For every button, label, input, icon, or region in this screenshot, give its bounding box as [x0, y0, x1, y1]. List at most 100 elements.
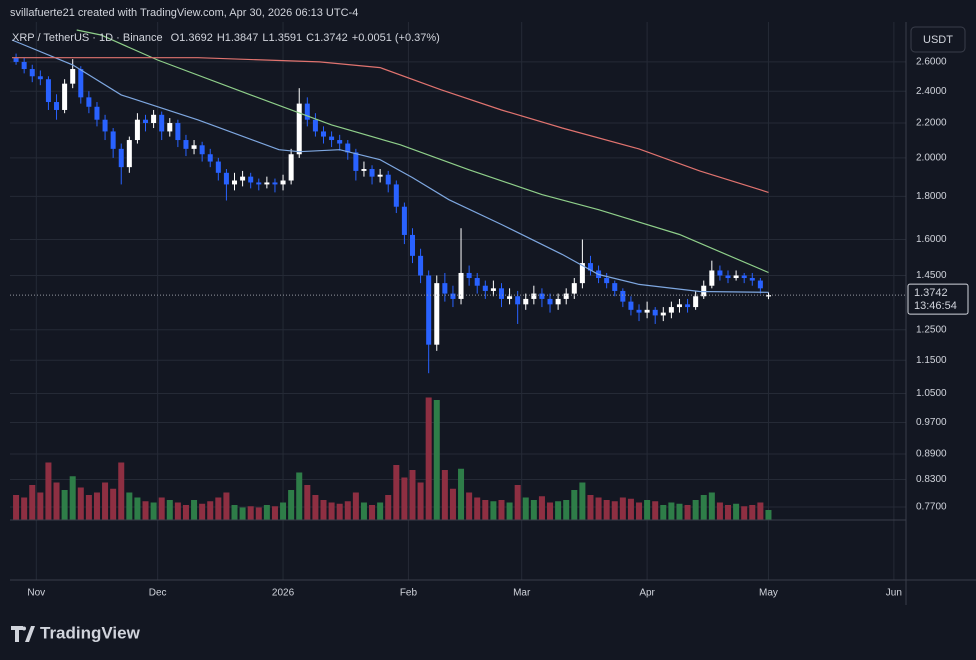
candle-body	[757, 280, 763, 289]
candle-body	[70, 69, 76, 84]
candle-body	[353, 152, 359, 171]
volume-bar	[644, 500, 651, 520]
candle-body	[749, 278, 755, 281]
candle-body	[523, 298, 529, 305]
candle-body	[717, 270, 723, 276]
candle-body	[312, 119, 318, 132]
candle-body	[215, 161, 221, 173]
volume-bar	[733, 503, 740, 520]
y-tick-label: 1.1500	[916, 355, 947, 366]
candle-body	[223, 172, 229, 185]
volume-bar	[458, 468, 465, 520]
candle-body	[29, 69, 35, 77]
candle-body	[159, 114, 165, 132]
candle-body	[636, 309, 642, 313]
candle-body	[733, 275, 739, 279]
y-tick-label: 0.9700	[916, 417, 947, 428]
volume-bar	[215, 497, 222, 520]
volume-bar	[134, 497, 141, 520]
volume-bar	[660, 505, 667, 520]
candle-body	[434, 283, 440, 345]
volume-bar	[587, 495, 594, 520]
volume-bar	[239, 507, 246, 520]
volume-bar	[749, 505, 756, 520]
volume-bar	[522, 497, 529, 520]
last-price-label: 1.3742	[914, 287, 948, 299]
logo-mark	[11, 626, 35, 642]
candle-body	[539, 293, 545, 299]
volume-bar	[417, 482, 424, 520]
candle-body	[709, 270, 715, 286]
volume-bar	[514, 485, 521, 520]
moving-average	[76, 29, 769, 274]
volume-bar	[530, 500, 537, 520]
volume-bar	[741, 506, 748, 520]
volume-bar	[247, 506, 254, 520]
candle-body	[668, 307, 674, 313]
candle-body	[515, 296, 521, 305]
volume-bar	[61, 490, 68, 520]
candle-body	[361, 169, 367, 171]
candle-body	[86, 97, 92, 107]
volume-bar	[174, 502, 181, 520]
volume-bar	[579, 482, 586, 520]
grid	[10, 22, 906, 580]
volume-bar	[85, 495, 92, 520]
volume-bar	[506, 502, 513, 520]
volume-bar	[344, 501, 351, 520]
y-tick-label: 2.4000	[916, 86, 947, 97]
candle-body	[345, 143, 351, 153]
volume-bar	[611, 501, 618, 520]
volume-bar	[401, 477, 408, 520]
currency-button[interactable]	[910, 26, 966, 53]
candle-body	[652, 309, 658, 316]
candle-body	[175, 123, 181, 141]
volume-bar	[377, 502, 384, 520]
x-tick-label: Feb	[400, 588, 418, 599]
candle-body	[450, 293, 456, 299]
x-tick-label: Apr	[639, 588, 655, 599]
brand-logo: TradingView	[11, 623, 141, 642]
candle-body	[126, 140, 132, 168]
volume-bar	[191, 500, 198, 520]
candle-body	[571, 283, 577, 294]
volume-bar	[360, 502, 367, 520]
volume-bar	[563, 500, 570, 520]
currency-label[interactable]: USDT	[923, 34, 953, 46]
candle-body	[490, 288, 496, 291]
candle-body	[320, 131, 327, 137]
candle-body	[498, 288, 504, 299]
candle-body	[393, 184, 399, 207]
price-tag	[907, 283, 969, 315]
volume-bar	[288, 490, 295, 520]
candle-body	[409, 234, 416, 256]
volume-bar	[231, 505, 238, 520]
volume-bar	[393, 465, 400, 520]
volume-bar	[603, 500, 610, 520]
candle-body	[78, 69, 84, 98]
volume-bar	[555, 501, 562, 520]
candle-body	[482, 285, 488, 291]
volume-bar	[700, 495, 707, 520]
candle-body	[231, 180, 238, 185]
volume-bar	[708, 492, 715, 520]
volume-bar	[336, 503, 343, 520]
y-tick-label: 1.4500	[916, 270, 947, 281]
volume-bar	[725, 505, 732, 520]
volume-bar	[312, 495, 319, 520]
candle-body	[685, 304, 691, 308]
candle-body	[579, 263, 585, 284]
moving-average	[12, 57, 769, 193]
candle-body	[604, 278, 610, 284]
volume-bar	[263, 505, 270, 520]
candle-body	[385, 174, 391, 185]
candle-body	[426, 275, 432, 345]
x-tick-label: 2026	[272, 588, 295, 599]
y-tick-label: 0.7700	[916, 502, 947, 513]
candle-body	[264, 182, 270, 185]
x-tick-label: Nov	[27, 588, 45, 599]
candle-body	[563, 293, 569, 299]
volume-bar	[166, 500, 173, 520]
candle-body	[143, 119, 149, 124]
x-tick-label: May	[759, 588, 778, 599]
